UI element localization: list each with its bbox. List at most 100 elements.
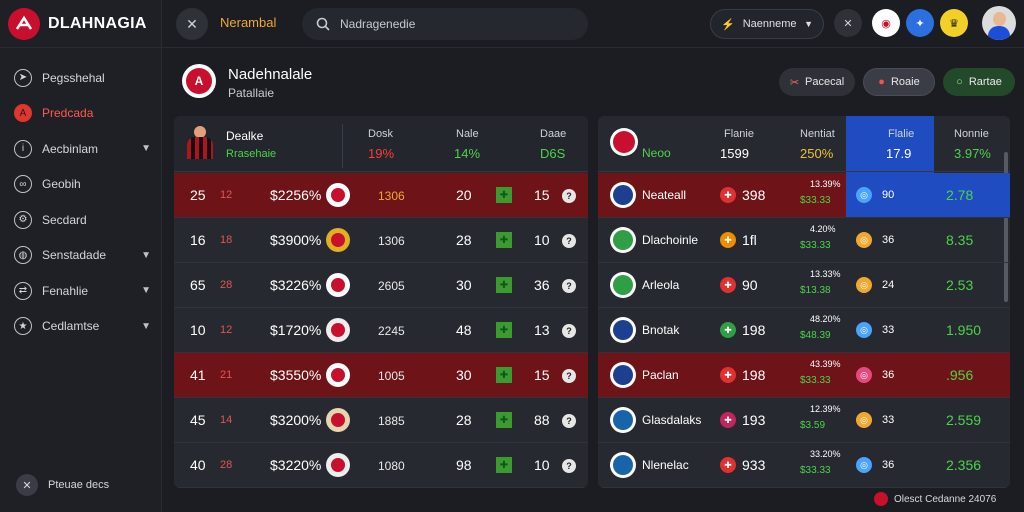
help-icon[interactable]: ?: [562, 414, 576, 428]
table-row[interactable]: 16 18 $3900% 1306 28 ✚ 10?: [174, 218, 588, 263]
mark-value: 28: [220, 459, 233, 471]
team-name: Nlenelac: [642, 458, 689, 472]
rating-value: 2.78: [946, 187, 974, 203]
sidebar-item-5[interactable]: ⚙ Secdard: [0, 202, 161, 238]
coin-icon: ◎: [856, 187, 872, 203]
help-icon[interactable]: ?: [562, 279, 576, 293]
info-icon: i: [14, 139, 32, 158]
help-icon[interactable]: ?: [562, 189, 576, 203]
avatar[interactable]: [982, 6, 1016, 40]
stat-value: 1306: [378, 189, 405, 203]
sidebar-item-label: Predcada: [42, 106, 94, 121]
teams-table-header: Neoo Flanie 1599 Nentiat 250% Flalie 17.…: [598, 116, 1010, 172]
help-icon[interactable]: ?: [562, 369, 576, 383]
sidebar-item-4[interactable]: ∞ Geobih: [0, 167, 161, 203]
table-row[interactable]: Nlenelac ✚ 933 33.20% $33.33 ◎ 36 2.356: [598, 443, 1010, 488]
sidebar-item-label: Cedlamtse: [42, 319, 100, 334]
flag-icon: ✚: [496, 322, 512, 338]
chevron-down-icon: ▼: [141, 143, 151, 155]
close-icon[interactable]: ✕: [176, 8, 208, 40]
brand[interactable]: DLAHNAGIA: [0, 0, 161, 48]
help-icon[interactable]: ?: [562, 324, 576, 338]
percent-value: $3226%: [270, 277, 322, 293]
sidebar-item-label: Senstadade: [42, 248, 107, 263]
header-button-2[interactable]: ● Roaie: [863, 68, 935, 96]
count-value: 88: [534, 412, 550, 428]
header-button-1[interactable]: ✂ Pacecal: [779, 68, 855, 96]
team-logo-icon: [610, 272, 636, 298]
score-value: 30: [456, 277, 472, 293]
player-kit-icon: [326, 408, 350, 432]
globe-icon: ◍: [14, 246, 32, 265]
player-kit-icon: [326, 228, 350, 252]
status-dot-icon: ✚: [720, 232, 736, 248]
percent-value: 13.33%: [810, 269, 841, 279]
header-button-3[interactable]: ○ Rartae: [943, 68, 1015, 96]
table-row[interactable]: Neateall ✚ 398 13.39% $33.33 ◎ 90 2.78: [598, 173, 1010, 218]
scrollbar[interactable]: [1004, 152, 1008, 302]
language-select[interactable]: ⚡ Naenneme ▼: [710, 9, 824, 39]
cursor-icon: ➤: [14, 68, 32, 87]
table-row[interactable]: 65 28 $3226% 2605 30 ✚ 36?: [174, 263, 588, 308]
club-crest-icon[interactable]: ◉: [872, 9, 900, 37]
percent-value: 43.39%: [810, 359, 841, 369]
number-value: 193: [742, 412, 766, 428]
search-icon: [316, 17, 330, 31]
header-button-label: Roaie: [890, 76, 920, 88]
notification-icon[interactable]: ✦: [906, 9, 934, 37]
player-subtitle: Rrasehaie: [226, 148, 277, 160]
small-value: 33: [882, 324, 895, 336]
club-logo: A: [182, 64, 216, 98]
club-icon: A: [14, 104, 32, 123]
club-crest-icon: [874, 492, 888, 506]
club-logo-icon: A: [186, 68, 212, 94]
price-value: $33.33: [800, 375, 831, 386]
shuffle-icon[interactable]: ✕: [834, 9, 862, 37]
price-value: $13.38: [800, 285, 831, 296]
team-logo-icon: [610, 362, 636, 388]
rating-value: 2.356: [946, 457, 982, 473]
col-value-3: D6S: [540, 146, 566, 161]
percent-value: $3550%: [270, 367, 322, 383]
sidebar-footer-button[interactable]: ✕ Pteuae decs: [16, 474, 109, 496]
percent-value: $1720%: [270, 322, 322, 338]
table-row[interactable]: 45 14 $3200% 1885 28 ✚ 88?: [174, 398, 588, 443]
coin-icon: ◎: [856, 457, 872, 473]
sidebar-item-6[interactable]: ◍ Senstadade ▼: [0, 238, 161, 274]
count-value: 13: [534, 322, 550, 338]
brand-name: DLAHNAGIA: [48, 14, 147, 32]
team-label: Neoo: [642, 146, 671, 160]
count-value: 15: [534, 187, 550, 203]
help-icon[interactable]: ?: [562, 459, 576, 473]
trophy-icon[interactable]: ♛: [940, 9, 968, 37]
table-row[interactable]: 41 21 $3550% 1005 30 ✚ 15?: [174, 353, 588, 398]
sidebar-item-7[interactable]: ⇄ Fenahlie ▼: [0, 273, 161, 309]
sidebar-item-2[interactable]: A Predcada: [0, 96, 161, 132]
col-header-2: Nale: [456, 128, 479, 140]
number-value: 198: [742, 367, 766, 383]
table-row[interactable]: Paclan ✚ 198 43.39% $33.33 ◎ 36 .956: [598, 353, 1010, 398]
player-kit-icon: [326, 183, 350, 207]
sidebar-item-8[interactable]: ★ Cedlamtse ▼: [0, 309, 161, 345]
search-input[interactable]: Nadragenedie: [302, 8, 588, 40]
table-row[interactable]: 40 28 $3220% 1080 98 ✚ 10?: [174, 443, 588, 488]
sidebar: DLAHNAGIA ➤ Pegsshehal A Predcada i Aecbinlam…: [0, 0, 162, 512]
table-row[interactable]: Glasdalaks ✚ 193 12.39% $3.59 ◎ 33 2.559: [598, 398, 1010, 443]
avatar-body: [988, 26, 1010, 40]
sidebar-item-1[interactable]: ➤ Pegsshehal: [0, 60, 161, 96]
table-row[interactable]: Arleola ✚ 90 13.33% $13.38 ◎ 24 2.53: [598, 263, 1010, 308]
mark-value: 28: [220, 279, 233, 291]
rating-value: 1.950: [946, 322, 982, 338]
table-row[interactable]: 10 12 $1720% 2245 48 ✚ 13?: [174, 308, 588, 353]
table-row[interactable]: 25 12 $2256% 1306 20 ✚ 15?: [174, 173, 588, 218]
sidebar-item-3[interactable]: i Aecbinlam ▼: [0, 131, 161, 167]
help-icon[interactable]: ?: [562, 234, 576, 248]
topbar: ✕ Nerambal Nadragenedie ⚡ Naenneme ▼ ✕ ◉…: [162, 0, 1024, 48]
language-label: Naenneme: [742, 18, 797, 30]
col-header-2: Nentiat: [800, 128, 835, 140]
mark-value: 12: [220, 324, 233, 336]
table-row[interactable]: Dlachoinle ✚ 1fl 4.20% $33.33 ◎ 36 8.35: [598, 218, 1010, 263]
flag-icon: ✚: [496, 457, 512, 473]
table-row[interactable]: Bnotak ✚ 198 48.20% $48.39 ◎ 33 1.950: [598, 308, 1010, 353]
